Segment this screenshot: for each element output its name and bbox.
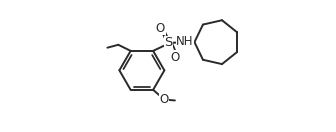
- Text: O: O: [159, 93, 169, 106]
- Text: O: O: [171, 51, 180, 64]
- Text: S: S: [164, 36, 173, 49]
- Text: NH: NH: [176, 35, 194, 48]
- Text: O: O: [156, 22, 165, 35]
